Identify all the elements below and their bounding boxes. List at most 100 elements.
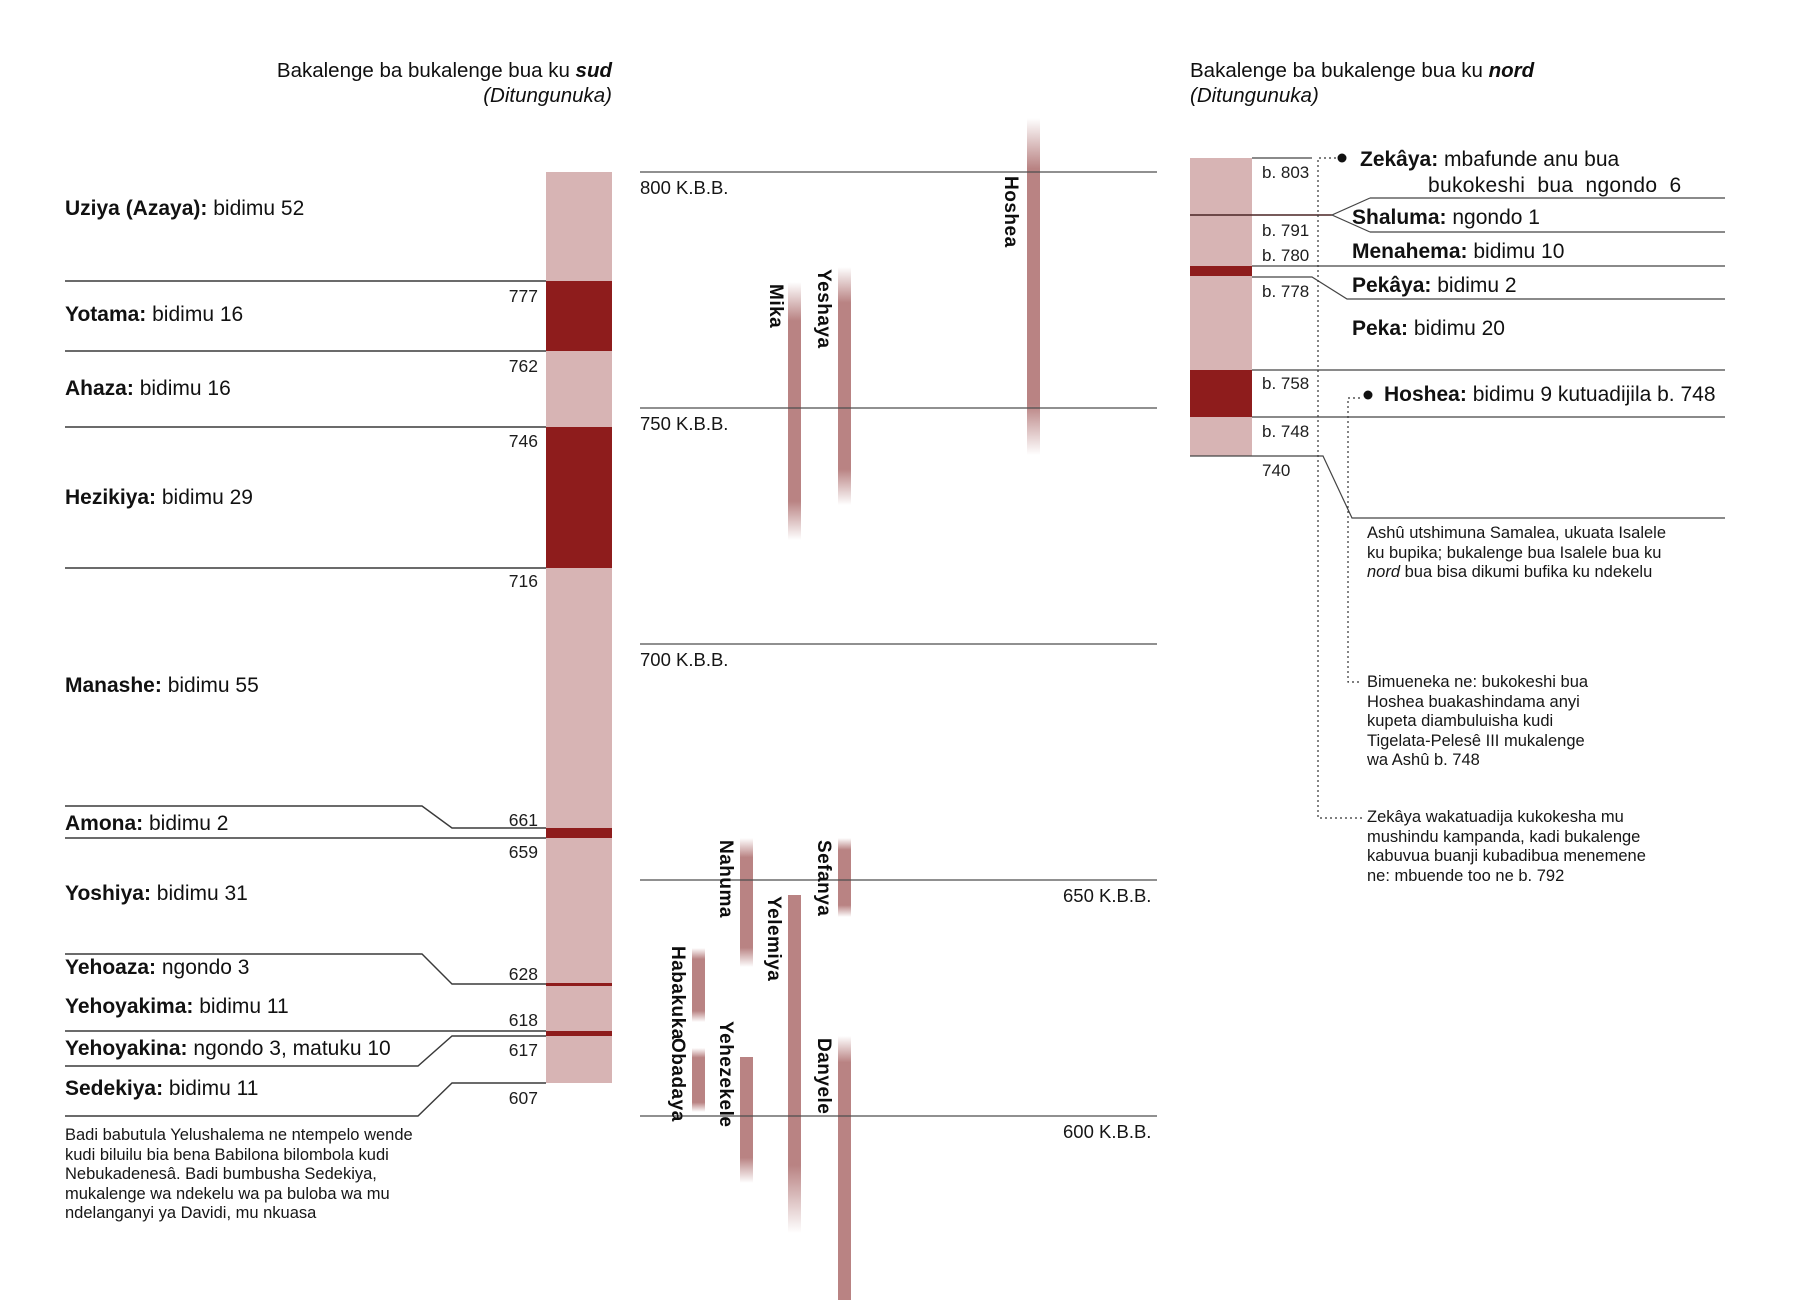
reign-segment-yoshiya: [546, 838, 612, 983]
zekaya-bullet: [1337, 153, 1347, 163]
prophet-bar-danyele: [838, 1036, 851, 1300]
king-zekaya-detail-line2: bukokeshi bua ngondo 6: [1428, 174, 1682, 197]
south-header-pre: Bakalenge ba bukalenge bua ku: [276, 59, 576, 82]
king-hoshea-north-name: Hoshea:: [1384, 383, 1467, 406]
king-yotama-name: Yotama:: [65, 303, 147, 326]
north-header-region: nord: [1488, 59, 1535, 82]
king-amona: Amona: bidimu 2: [65, 812, 228, 836]
king-peka: Peka: bidimu 20: [1352, 317, 1505, 341]
king-hoshea-north-detail: bidimu 9 kutuadijila b. 748: [1466, 383, 1716, 406]
prophet-label-sefanya: Sefanya: [813, 840, 834, 917]
timeline-label-650: 650 K.B.B.: [1063, 885, 1152, 906]
king-ahaza-name: Ahaza:: [65, 377, 134, 400]
king-pekaya-name: Pekâya:: [1352, 274, 1432, 297]
date-778: b. 778: [1262, 282, 1310, 301]
reign-segment-hoshea-early: [1190, 370, 1252, 417]
reign-segment-yehoaza: [546, 983, 612, 986]
reign-segment-sedekiya: [546, 1036, 612, 1083]
reign-segment-peka: [1190, 276, 1252, 370]
note-assyria-pre: Ashû utshimuna Samalea, ukuata Isalele k…: [1367, 524, 1667, 562]
date-758: b. 758: [1262, 374, 1310, 393]
king-hezikiya: Hezikiya: bidimu 29: [65, 486, 253, 510]
dotted-hoshea-callout: [1347, 397, 1362, 683]
king-shaluma-name: Shaluma:: [1352, 206, 1447, 229]
king-yehoyakima-name: Yehoyakima:: [65, 995, 194, 1018]
note-assyria: Ashû utshimuna Samalea, ukuata Isalele k…: [1367, 524, 1677, 583]
south-header-sub: (Ditungunuka): [483, 84, 612, 107]
king-manashe: Manashe: bidimu 55: [65, 674, 259, 698]
prophet-label-danyele: Danyele: [813, 1038, 834, 1115]
king-zekaya: Zekâya: mbafunde anu bua: [1360, 148, 1619, 172]
reign-segment-manashe: [546, 568, 612, 828]
year-746: 746: [508, 431, 538, 451]
north-kingdom-bar: [1190, 158, 1252, 456]
year-607: 607: [508, 1088, 538, 1108]
north-header-title: Bakalenge ba bukalenge bua ku nord: [1190, 58, 1610, 83]
south-footnote: Badi babutula Yelushalema ne ntempelo we…: [65, 1126, 413, 1222]
reign-segment-zekaya-menahema: [1190, 158, 1252, 266]
king-amona-name: Amona:: [65, 812, 144, 835]
prophet-bar-yeshaya: [838, 267, 851, 505]
note-assyria-post: bua bisa dikumi bufika ku ndekelu: [1400, 563, 1653, 581]
note-assyria-italic: nord: [1367, 563, 1401, 581]
king-amona-detail: bidimu 2: [143, 812, 229, 835]
king-yoshiya-name: Yoshiya:: [65, 882, 151, 905]
prophet-bar-habakuka: [692, 948, 705, 1022]
prophet-label-hoshea: Hoshea: [1000, 176, 1021, 248]
year-628: 628: [508, 964, 538, 984]
reign-segment-ahaza: [546, 351, 612, 427]
prophet-label-mika: Mika: [765, 284, 786, 329]
note-zekaya: Zekâya wakatuadija kukokesha mu mushindu…: [1367, 808, 1646, 885]
king-shaluma: Shaluma: ngondo 1: [1352, 206, 1540, 230]
king-uziya-detail: bidimu 52: [207, 197, 305, 220]
king-hezikiya-detail: bidimu 29: [156, 486, 253, 509]
timeline-label-600: 600 K.B.B.: [1063, 1121, 1152, 1142]
king-yehoyakina-detail: ngondo 3, matuku 10: [187, 1037, 391, 1060]
king-uziya: Uziya (Azaya): bidimu 52: [65, 197, 304, 221]
king-yehoyakina-name: Yehoyakina:: [65, 1037, 188, 1060]
timeline-label-800: 800 K.B.B.: [640, 177, 729, 198]
prophet-bar-yehezekele: [740, 1057, 753, 1183]
king-uziya-name: Uziya (Azaya):: [65, 197, 208, 220]
prophet-label-yelemiya: Yelemiya: [763, 896, 784, 982]
year-659: 659: [508, 842, 538, 862]
king-peka-name: Peka:: [1352, 317, 1409, 340]
king-menahema: Menahema: bidimu 10: [1352, 240, 1564, 264]
prophet-label-nahuma: Nahuma: [715, 840, 736, 918]
note-hoshea: Bimueneka ne: bukokeshi bua Hoshea buaka…: [1367, 673, 1589, 769]
king-pekaya: Pekâya: bidimu 2: [1352, 274, 1517, 298]
king-yotama: Yotama: bidimu 16: [65, 303, 243, 327]
king-yehoaza: Yehoaza: ngondo 3: [65, 956, 249, 980]
reign-segment-hezikiya: [546, 427, 612, 568]
south-header-region: sud: [575, 59, 612, 82]
timeline-label-750: 750 K.B.B.: [640, 413, 729, 434]
prophet-label-yeshaya: Yeshaya: [813, 269, 834, 349]
hoshea-bullet: [1363, 390, 1373, 400]
king-manashe-name: Manashe:: [65, 674, 162, 697]
date-803: b. 803: [1262, 163, 1310, 182]
king-peka-detail: bidimu 20: [1408, 317, 1505, 340]
king-yoshiya-detail: bidimu 31: [150, 882, 248, 905]
king-yehoyakima-detail: bidimu 11: [193, 995, 289, 1018]
prophet-label-obadaya: Obadaya: [667, 1038, 688, 1122]
king-pekaya-detail: bidimu 2: [1431, 274, 1517, 297]
prophet-bar-obadaya: [692, 1048, 705, 1112]
prophet-bar-yelemiya: [788, 895, 801, 1233]
date-791: b. 791: [1262, 221, 1310, 240]
year-716: 716: [508, 571, 538, 591]
date-748: b. 748: [1262, 422, 1310, 441]
prophet-label-habakuka: Habakuka: [667, 946, 688, 1040]
reign-segment-uziya: [546, 172, 612, 281]
king-hezikiya-name: Hezikiya:: [65, 486, 157, 509]
king-ahaza: Ahaza: bidimu 16: [65, 377, 231, 401]
king-yehoyakima: Yehoyakima: bidimu 11: [65, 995, 289, 1019]
reign-segment-pekaya: [1190, 266, 1252, 276]
king-yehoaza-detail: ngondo 3: [156, 956, 250, 979]
prophet-bar-mika: [788, 282, 801, 540]
king-menahema-name: Menahema:: [1352, 240, 1468, 263]
king-menahema-detail: bidimu 10: [1467, 240, 1565, 263]
date-740: 740: [1262, 461, 1291, 480]
king-zekaya-name: Zekâya:: [1360, 148, 1439, 171]
king-shaluma-detail: ngondo 1: [1446, 206, 1540, 229]
